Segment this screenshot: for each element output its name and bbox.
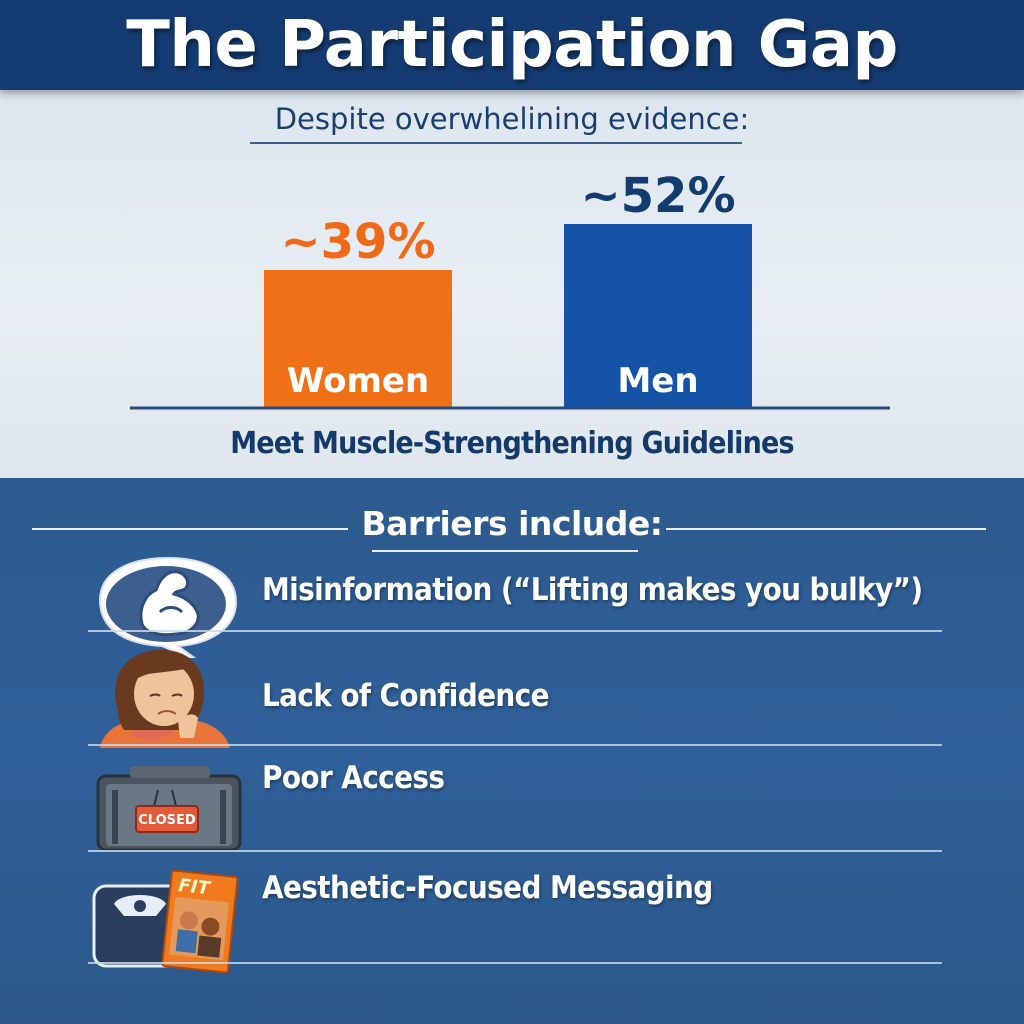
chart-panel: Despite overwhelining evidence: Women ~39… — [0, 90, 1024, 478]
bar-women — [264, 270, 452, 408]
barrier-item-misinformation: Misinformation (“Lifting makes you bulky… — [0, 550, 1024, 658]
bar-value-label: ~52% — [580, 168, 735, 224]
bathroom-scale-magazine-icon: FIT — [92, 870, 239, 974]
magazine-title-text: FIT — [177, 875, 212, 899]
title-bar: The Participation Gap — [0, 0, 1024, 90]
bar-value-label: ~39% — [280, 214, 435, 270]
barrier-label-misinformation: Misinformation (“Lifting makes you bulky… — [262, 572, 923, 608]
closed-gym-icon: CLOSED — [96, 766, 242, 852]
closed-sign-text: CLOSED — [138, 813, 196, 828]
barrier-label-access: Poor Access — [262, 760, 445, 796]
bar-category-label: Men — [617, 361, 698, 401]
barrier-divider — [88, 962, 942, 964]
barrier-divider — [88, 744, 942, 746]
barriers-panel: Barriers include: Misinformation (“Lifti… — [0, 478, 1024, 1024]
barrier-divider — [88, 850, 942, 852]
barrier-divider — [88, 630, 942, 632]
bar-men — [564, 224, 752, 408]
barrier-item-access: CLOSED Poor Access — [0, 760, 1024, 868]
chart-subtitle: Despite overwhelining evidence: — [274, 102, 750, 136]
barrier-item-messaging: FIT Aesthetic-Focused Messaging — [0, 870, 1024, 978]
barrier-item-confidence: Lack of Confidence — [0, 640, 1024, 748]
heading-rule-right — [666, 528, 986, 530]
bar-chart: Women ~39% Men ~52% — [130, 168, 890, 410]
barrier-label-confidence: Lack of Confidence — [262, 678, 550, 714]
barriers-heading-wrap: Barriers include: — [0, 492, 1024, 552]
x-axis-label: Meet Muscle-Strengthening Guidelines — [230, 426, 794, 461]
barrier-label-messaging: Aesthetic-Focused Messaging — [262, 870, 713, 906]
heading-rule-left — [32, 528, 348, 530]
worried-woman-icon — [100, 649, 230, 748]
heading-underline — [372, 550, 638, 552]
page-title: The Participation Gap — [126, 8, 898, 82]
flexed-bicep-speech-bubble-icon — [98, 556, 238, 658]
barriers-heading: Barriers include: — [361, 504, 663, 543]
bar-category-label: Women — [287, 361, 429, 401]
subtitle-underline — [250, 142, 742, 144]
